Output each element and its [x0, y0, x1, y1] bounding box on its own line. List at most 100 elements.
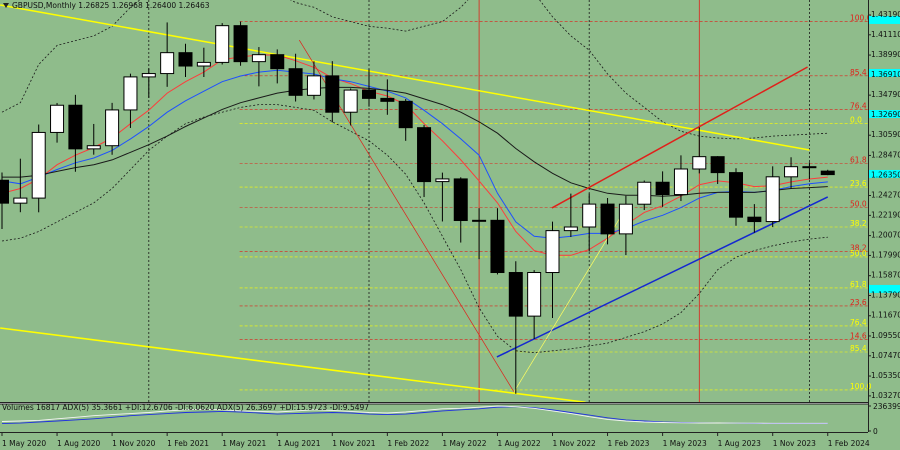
candle-body: [673, 168, 688, 196]
fib-level-label: 38.2: [850, 244, 867, 253]
y-tick-label: 1.43190: [871, 10, 900, 19]
overlay-line: [1, 104, 828, 354]
y-tick-label: 1.38990: [871, 50, 900, 59]
time-axis-background: [0, 432, 900, 450]
candle-body: [86, 145, 101, 150]
y-tick-label: 1.34790: [871, 90, 900, 99]
overlay-line: [2, 86, 828, 197]
y-tick-label: 1.32690: [871, 110, 900, 119]
plot-background: [0, 0, 868, 402]
candle-body: [325, 75, 340, 113]
fib-level-label: 85.4: [850, 68, 867, 77]
fib-level-label: 61.8: [850, 156, 867, 165]
level-marker: [869, 284, 900, 293]
fib-level-label: 23.6: [850, 298, 867, 307]
candle-body: [215, 25, 230, 63]
candle-body: [618, 203, 633, 235]
y-tick-label: 1.09550: [871, 331, 900, 340]
candle-body: [765, 176, 780, 223]
y-tick-label: 1.41110: [871, 30, 900, 39]
y-tick-label: 1.11670: [871, 311, 900, 320]
x-tick-label: 1 Aug 2023: [718, 439, 761, 448]
indicator-tick-label: 2363996: [873, 402, 900, 411]
level-marker: [869, 110, 900, 119]
candle-body: [13, 197, 28, 204]
overlay-line: [1, 69, 828, 239]
fib-level-label: 61.8: [850, 280, 867, 289]
candle-body: [343, 89, 358, 113]
indicator-line: [1, 405, 828, 424]
x-tick-label: 1 Aug 2021: [277, 439, 320, 448]
x-tick-label: 1 Nov 2022: [553, 439, 596, 448]
candle-body: [802, 166, 817, 169]
level-marker: [869, 68, 900, 77]
candle-body: [729, 172, 743, 218]
candle-body: [380, 97, 395, 102]
candle-body: [637, 181, 652, 205]
y-tick-label: 1.20070: [871, 231, 900, 240]
candle-body: [545, 230, 560, 274]
candle-body: [472, 219, 487, 222]
x-tick-label: 1 Feb 2021: [167, 439, 209, 448]
candle-body: [582, 203, 597, 228]
fib-level-label: 76.4: [850, 101, 867, 110]
candle-body: [233, 25, 248, 63]
trendline: [551, 66, 808, 209]
candle-body: [453, 178, 468, 222]
candle-body: [306, 75, 321, 96]
candle-body: [31, 131, 46, 199]
x-tick-label: 1 May 2022: [442, 439, 486, 448]
candle-body: [251, 54, 266, 63]
x-tick-label: 1 Feb 2024: [828, 439, 870, 448]
y-tick-label: 1.13790: [871, 291, 900, 300]
y-tick-label: 1.03270: [871, 391, 900, 400]
y-tick-label: 1.15870: [871, 271, 900, 280]
candle-body: [508, 272, 523, 317]
x-tick-label: 1 Aug 2020: [57, 439, 100, 448]
x-tick-label: 1 Nov 2020: [112, 439, 155, 448]
candle-body: [435, 178, 450, 183]
candle-body: [692, 156, 707, 170]
y-tick-label: 1.26350: [871, 171, 900, 180]
candle-body: [417, 127, 432, 183]
candle-body: [68, 104, 83, 150]
overlay-line: [1, 0, 828, 140]
fib-level-label: 38.2: [850, 219, 867, 228]
x-tick-label: 1 Feb 2023: [608, 439, 650, 448]
candle-body: [655, 181, 670, 196]
level-marker: [869, 169, 900, 178]
candle-body: [288, 68, 303, 96]
candle-body: [747, 216, 762, 223]
candle-body: [527, 272, 542, 317]
fib-level-label: 85.4: [850, 344, 867, 353]
candle-body: [196, 61, 211, 67]
trendline: [513, 216, 621, 393]
fib-level-label: 100.0: [850, 382, 872, 391]
candle-body: [820, 170, 835, 176]
candle-body: [490, 219, 505, 274]
y-tick-label: 1.24270: [871, 191, 900, 200]
y-tick-label: 1.07470: [871, 351, 900, 360]
y-tick-label: 1.17990: [871, 250, 900, 259]
y-tick-label: 1.05350: [871, 371, 900, 380]
fib-level-label: 23.6: [850, 179, 867, 188]
chart-header: GBPUSD,Monthly 1.26825 1.26968 1.26400 1…: [12, 1, 210, 10]
fib-level-label: 0.0: [850, 116, 862, 125]
level-marker: [869, 15, 900, 24]
overlay-line: [1, 54, 828, 256]
x-tick-label: 1 May 2021: [222, 439, 266, 448]
candle-body: [50, 104, 65, 133]
candle-body: [270, 54, 285, 70]
candle-body: [0, 179, 9, 204]
candle-body: [178, 52, 193, 67]
x-tick-label: 1 May 2020: [2, 439, 46, 448]
x-tick-label: 1 Aug 2022: [497, 439, 540, 448]
fib-level-label: 14.6: [850, 331, 867, 340]
candle-body: [398, 100, 413, 129]
fib-level-label: 76.4: [850, 318, 867, 327]
x-tick-label: 1 Feb 2022: [387, 439, 429, 448]
trendline: [0, 327, 586, 402]
